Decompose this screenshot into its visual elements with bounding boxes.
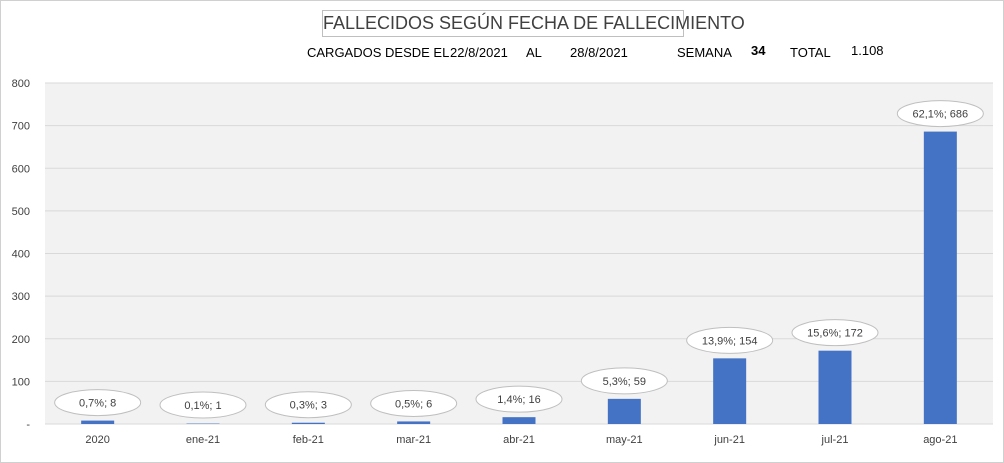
data-label-bubble: [580, 367, 668, 395]
bar: [713, 358, 747, 424]
data-label: 62,1%; 686: [913, 109, 969, 121]
from-date: 22/8/2021: [450, 45, 508, 60]
data-label: 13,9%; 154: [702, 335, 758, 347]
total-label: TOTAL: [790, 45, 831, 60]
data-label-bubble: [54, 389, 142, 417]
bar: [291, 422, 325, 424]
bar: [607, 398, 641, 424]
semana-label: SEMANA: [677, 45, 732, 60]
y-tick-label: 700: [12, 121, 30, 133]
x-tick-label: may-21: [606, 434, 643, 446]
bar: [818, 350, 852, 424]
data-label: 5,3%; 59: [603, 376, 646, 388]
x-tick-label: jul-21: [821, 434, 849, 446]
to-date: 28/8/2021: [570, 45, 628, 60]
data-label-bubble: [475, 385, 563, 413]
x-tick-label: ene-21: [186, 434, 220, 446]
data-label-bubble: [686, 326, 774, 354]
data-label: 0,5%; 6: [395, 398, 432, 410]
data-label-bubble: [370, 389, 458, 417]
x-tick-label: mar-21: [396, 434, 431, 446]
x-tick-label: feb-21: [293, 434, 324, 446]
cargados-label: CARGADOS DESDE EL: [307, 45, 450, 60]
data-label-bubble: [264, 391, 352, 419]
y-tick-label: 100: [12, 376, 30, 388]
al-label: AL: [526, 45, 542, 60]
x-tick-label: ago-21: [923, 434, 957, 446]
y-tick-label: 400: [12, 249, 30, 261]
data-label: 0,7%; 8: [79, 398, 116, 410]
semana-value: 34: [751, 43, 766, 58]
y-tick-label: -: [26, 419, 30, 431]
y-tick-label: 600: [12, 163, 30, 175]
bar: [502, 417, 536, 424]
data-label-bubble: [791, 319, 879, 347]
data-label-bubble: [159, 391, 247, 419]
data-label: 0,3%; 3: [290, 400, 327, 412]
y-tick-label: 500: [12, 206, 30, 218]
x-tick-label: jun-21: [713, 434, 745, 446]
x-tick-label: 2020: [85, 434, 109, 446]
data-label: 0,1%; 1: [184, 400, 221, 412]
data-label: 15,6%; 172: [807, 328, 863, 340]
bar: [397, 421, 431, 424]
total-value: 1.108: [851, 43, 884, 58]
y-tick-label: 300: [12, 291, 30, 303]
data-label: 1,4%; 16: [497, 394, 540, 406]
x-tick-label: abr-21: [503, 434, 535, 446]
chart-title: FALLECIDOS SEGÚN FECHA DE FALLECIMIENTO: [322, 10, 745, 37]
y-tick-label: 200: [12, 334, 30, 346]
data-label-bubble: [896, 100, 984, 128]
bar: [923, 131, 957, 424]
bar: [81, 420, 115, 424]
y-tick-label: 800: [12, 78, 30, 90]
